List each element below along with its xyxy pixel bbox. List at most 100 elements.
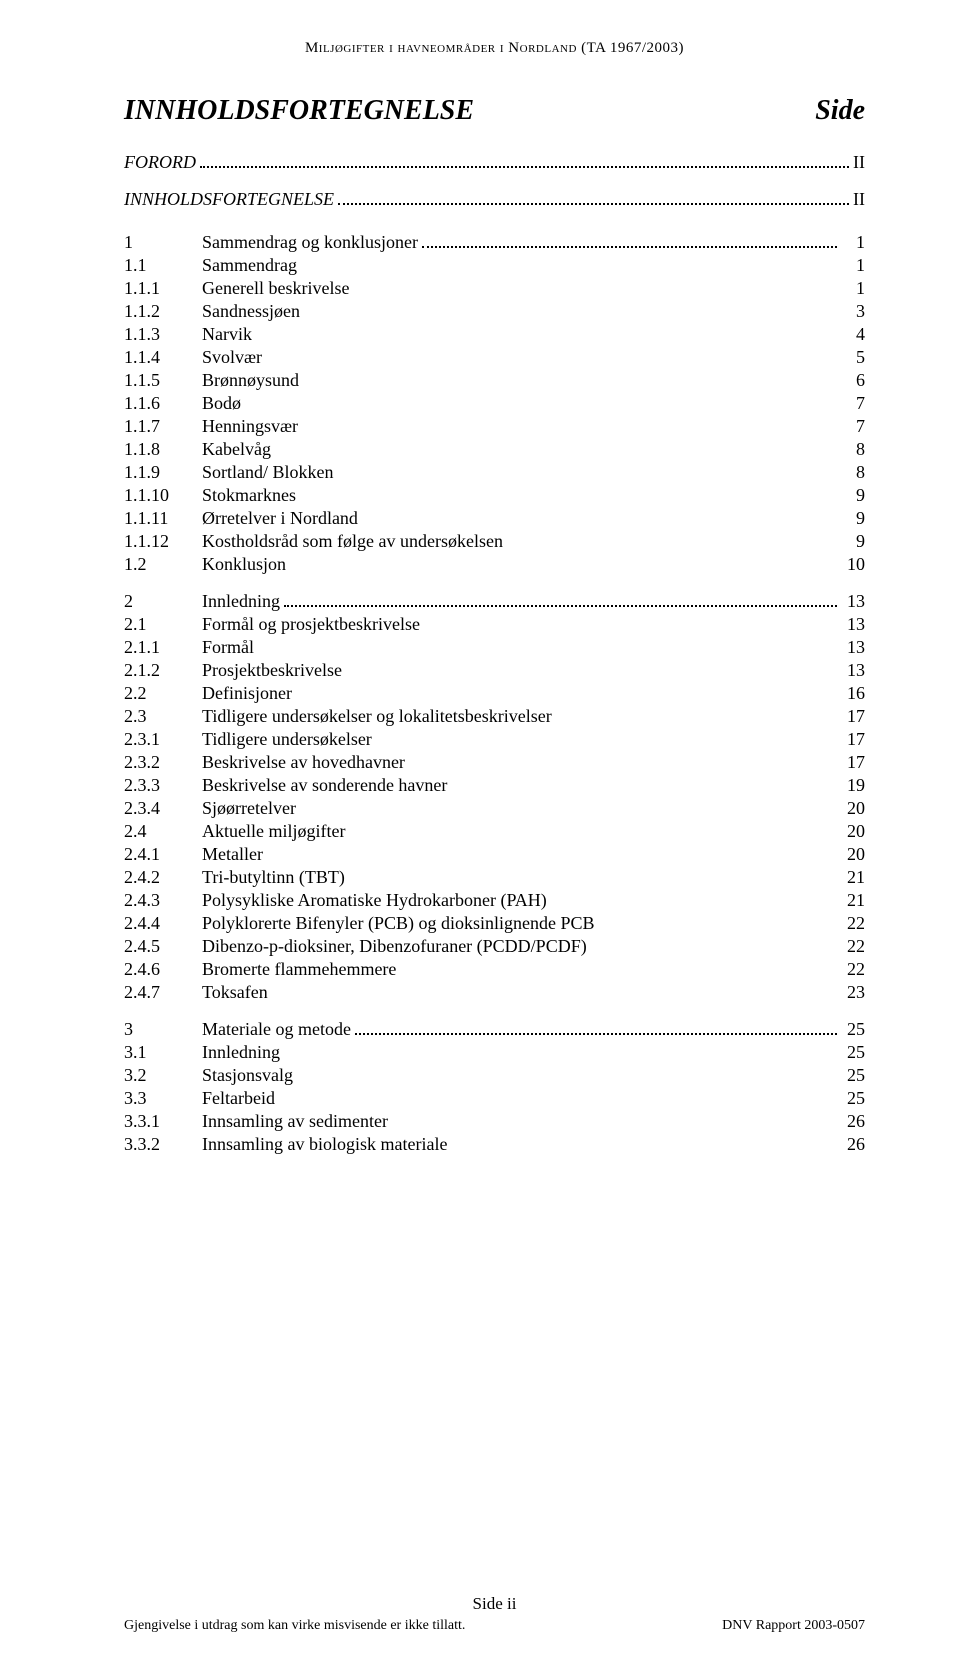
toc-label[interactable]: Formål xyxy=(202,637,841,658)
toc-label[interactable]: Polysykliske Aromatiske Hydrokarboner (P… xyxy=(202,890,841,911)
toc-page: 16 xyxy=(841,683,865,704)
spacer xyxy=(124,181,865,189)
toc-page: 21 xyxy=(841,890,865,911)
toc-label[interactable]: Metaller xyxy=(202,844,841,865)
toc-number: 1.1.9 xyxy=(124,462,202,483)
toc-row: 2.3.1Tidligere undersøkelser17 xyxy=(124,729,865,750)
toc-label[interactable]: Toksafen xyxy=(202,982,841,1003)
toc-number: 1.1.6 xyxy=(124,393,202,414)
spacer xyxy=(124,577,865,591)
toc-row: 1.1.12Kostholdsråd som følge av undersøk… xyxy=(124,531,865,552)
toc-row-body: Svolvær5 xyxy=(202,347,865,368)
toc-row-body: Tidligere undersøkelser og lokalitetsbes… xyxy=(202,706,865,727)
toc-row: 1.1.10Stokmarknes9 xyxy=(124,485,865,506)
toc-label[interactable]: Bromerte flammehemmere xyxy=(202,959,841,980)
toc-number: 2.1.1 xyxy=(124,637,202,658)
toc-page: 10 xyxy=(841,554,865,575)
toc-label[interactable]: Tidligere undersøkelser xyxy=(202,729,841,750)
toc-label[interactable]: Aktuelle miljøgifter xyxy=(202,821,841,842)
toc-label[interactable]: Prosjektbeskrivelse xyxy=(202,660,841,681)
toc-label[interactable]: Materiale og metode xyxy=(202,1019,351,1040)
toc-label[interactable]: Bodø xyxy=(202,393,841,414)
toc-row-body: Narvik4 xyxy=(202,324,865,345)
toc-row-body: Tri-butyltinn (TBT)21 xyxy=(202,867,865,888)
toc-number: 1.1.4 xyxy=(124,347,202,368)
leader-dots xyxy=(355,1021,837,1035)
toc-row: 3.3.1Innsamling av sedimenter26 xyxy=(124,1111,865,1132)
front-link-page: II xyxy=(853,152,865,173)
toc-row-body: Tidligere undersøkelser17 xyxy=(202,729,865,750)
toc-label[interactable]: Sammendrag xyxy=(202,255,841,276)
toc-number: 1.2 xyxy=(124,554,202,575)
toc-page: 26 xyxy=(841,1111,865,1132)
toc-row-body: Kabelvåg8 xyxy=(202,439,865,460)
toc-row-body: Beskrivelse av hovedhavner17 xyxy=(202,752,865,773)
toc-label[interactable]: Innsamling av biologisk materiale xyxy=(202,1134,841,1155)
toc-label[interactable]: Polyklorerte Bifenyler (PCB) og dioksinl… xyxy=(202,913,841,934)
toc-row: 3.3.2Innsamling av biologisk materiale26 xyxy=(124,1134,865,1155)
toc-label[interactable]: Sortland/ Blokken xyxy=(202,462,841,483)
toc-label[interactable]: Sjøørretelver xyxy=(202,798,841,819)
toc-label[interactable]: Svolvær xyxy=(202,347,841,368)
toc-label[interactable]: Tri-butyltinn (TBT) xyxy=(202,867,841,888)
toc-page: 17 xyxy=(841,729,865,750)
toc-label[interactable]: Definisjoner xyxy=(202,683,841,704)
toc-page: 13 xyxy=(841,591,865,612)
toc-number: 2.3.2 xyxy=(124,752,202,773)
toc-label[interactable]: Innsamling av sedimenter xyxy=(202,1111,841,1132)
toc-page: 5 xyxy=(841,347,865,368)
toc-label[interactable]: Kostholdsråd som følge av undersøkelsen xyxy=(202,531,841,552)
toc-label[interactable]: Stokmarknes xyxy=(202,485,841,506)
toc-row-body: Brønnøysund6 xyxy=(202,370,865,391)
toc-label[interactable]: Sandnessjøen xyxy=(202,301,841,322)
toc-label[interactable]: Innledning xyxy=(202,1042,841,1063)
toc-label[interactable]: Innledning xyxy=(202,591,280,612)
toc-label[interactable]: Sammendrag og konklusjoner xyxy=(202,232,418,253)
front-link-label[interactable]: FORORD xyxy=(124,152,196,173)
front-links: FORORD II INNHOLDSFORTEGNELSE II xyxy=(124,152,865,210)
toc-row: 2.1.2Prosjektbeskrivelse13 xyxy=(124,660,865,681)
toc-row-body: Prosjektbeskrivelse13 xyxy=(202,660,865,681)
toc-page: 13 xyxy=(841,637,865,658)
toc-label[interactable]: Narvik xyxy=(202,324,841,345)
toc-number: 2.4 xyxy=(124,821,202,842)
toc-label[interactable]: Tidligere undersøkelser og lokalitetsbes… xyxy=(202,706,841,727)
toc-row: 2.3.3Beskrivelse av sonderende havner19 xyxy=(124,775,865,796)
toc-row-body: Sjøørretelver20 xyxy=(202,798,865,819)
toc-number: 2.3.4 xyxy=(124,798,202,819)
toc-page: 13 xyxy=(841,614,865,635)
toc-label[interactable]: Dibenzo-p-dioksiner, Dibenzofuraner (PCD… xyxy=(202,936,841,957)
toc-label[interactable]: Beskrivelse av sonderende havner xyxy=(202,775,841,796)
toc-row: 2Innledning 13 xyxy=(124,591,865,612)
leader-dots xyxy=(284,593,837,607)
toc-page: 20 xyxy=(841,844,865,865)
toc-label[interactable]: Kabelvåg xyxy=(202,439,841,460)
front-link-label[interactable]: INNHOLDSFORTEGNELSE xyxy=(124,189,334,210)
front-link-row: FORORD II xyxy=(124,152,865,173)
toc-row: 2.4.4Polyklorerte Bifenyler (PCB) og dio… xyxy=(124,913,865,934)
toc-label[interactable]: Stasjonsvalg xyxy=(202,1065,841,1086)
toc-label[interactable]: Brønnøysund xyxy=(202,370,841,391)
toc-page: 17 xyxy=(841,706,865,727)
toc-number: 1.1.8 xyxy=(124,439,202,460)
toc-label[interactable]: Generell beskrivelse xyxy=(202,278,841,299)
toc-row: 3.1Innledning25 xyxy=(124,1042,865,1063)
toc-row: 2.2Definisjoner16 xyxy=(124,683,865,704)
toc-label[interactable]: Henningsvær xyxy=(202,416,841,437)
toc-label[interactable]: Formål og prosjektbeskrivelse xyxy=(202,614,841,635)
toc-number: 1.1.2 xyxy=(124,301,202,322)
toc-page: 22 xyxy=(841,959,865,980)
toc-label[interactable]: Ørretelver i Nordland xyxy=(202,508,841,529)
toc-row-body: Generell beskrivelse1 xyxy=(202,278,865,299)
toc-label[interactable]: Beskrivelse av hovedhavner xyxy=(202,752,841,773)
toc-number: 1.1.3 xyxy=(124,324,202,345)
title-row: INNHOLDSFORTEGNELSE Side xyxy=(124,95,865,127)
toc-number: 2.4.6 xyxy=(124,959,202,980)
toc-page: 1 xyxy=(841,278,865,299)
toc-label[interactable]: Feltarbeid xyxy=(202,1088,841,1109)
toc-page: 9 xyxy=(841,485,865,506)
toc-page: 9 xyxy=(841,531,865,552)
toc-row: 2.3.4Sjøørretelver20 xyxy=(124,798,865,819)
toc-number: 1.1.10 xyxy=(124,485,202,506)
toc-label[interactable]: Konklusjon xyxy=(202,554,841,575)
